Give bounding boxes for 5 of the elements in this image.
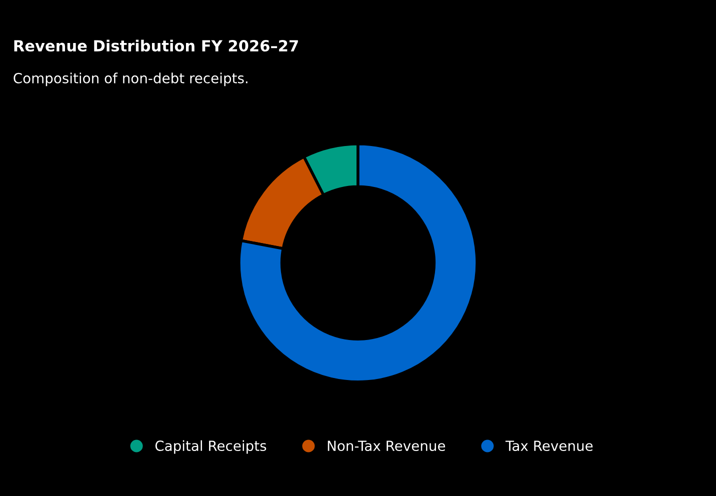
chart-title: Revenue Distribution FY 2026–27: [14, 40, 298, 52]
legend-label: Tax Revenue: [505, 440, 593, 452]
legend-label: Non-Tax Revenue: [328, 440, 446, 452]
chart-subtitle: Composition of non-debt receipts.: [14, 72, 248, 86]
legend-label: Capital Receipts: [155, 440, 266, 454]
